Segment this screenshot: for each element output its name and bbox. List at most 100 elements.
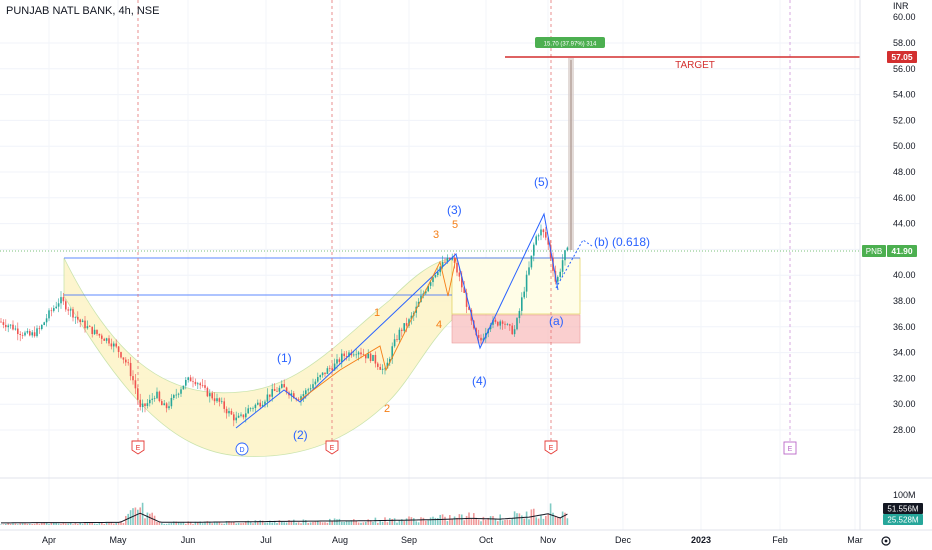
candle-body: [86, 326, 89, 329]
volume-bar: [492, 516, 494, 525]
candle-body: [43, 322, 45, 326]
candle-body: [530, 255, 533, 268]
candle-body: [557, 276, 559, 282]
volume-bar: [122, 522, 125, 525]
volume-bar: [57, 523, 60, 525]
measure-label: 15.70 (37.97%) 314: [544, 42, 597, 48]
candle-body: [398, 329, 401, 340]
candle-body: [367, 353, 369, 359]
volume-bar: [117, 522, 120, 525]
volume-bar: [307, 522, 309, 525]
volume-bar: [379, 520, 381, 525]
volume-bar: [240, 523, 242, 525]
volume-bar: [285, 522, 288, 525]
volume-bar: [463, 520, 465, 525]
volume-bar: [386, 522, 389, 525]
volume-bar: [415, 521, 417, 525]
volume-bar: [482, 516, 485, 525]
candle-body: [338, 359, 341, 362]
target-label: TARGET: [675, 60, 715, 71]
volume-bar: [559, 517, 561, 525]
time-tick-label: Sep: [401, 535, 417, 545]
event-marker-earnings-1[interactable]: E: [131, 440, 145, 455]
candle-body: [165, 403, 168, 409]
settings-gear-icon[interactable]: [881, 536, 891, 546]
volume-bar: [228, 521, 230, 525]
volume-bar: [461, 514, 463, 525]
volume-bar: [105, 521, 108, 525]
price-axis[interactable]: 58.00 56.00 54.00 52.00 50.00 48.00 46.00 44.00…: [893, 38, 916, 435]
volume-bar: [201, 523, 204, 525]
volume-bar: [192, 523, 194, 525]
volume-bar: [221, 523, 223, 525]
volume-bar: [309, 522, 312, 525]
candle-body: [425, 291, 427, 294]
candle-body: [542, 229, 545, 233]
wave-line-blue: [235, 212, 559, 429]
candle-body: [192, 381, 194, 383]
last-price-badge: 41.90: [887, 245, 917, 257]
event-marker-future[interactable]: E: [783, 441, 797, 455]
volume-bar: [225, 521, 228, 525]
volume-bar: [26, 523, 29, 525]
candle-body: [396, 339, 398, 340]
volume-bar: [65, 523, 67, 525]
volume-bar: [473, 513, 475, 525]
volume-bar: [422, 517, 425, 525]
volume-bar: [165, 523, 168, 525]
price-tick-label: 46.00: [893, 193, 916, 203]
volume-bar: [393, 518, 396, 525]
volume-bar: [336, 519, 338, 525]
candle-body: [314, 381, 317, 385]
volume-bar: [211, 523, 213, 525]
candle-body: [410, 315, 413, 320]
time-tick-label: Oct: [479, 535, 494, 545]
candle-body: [81, 320, 84, 323]
svg-text:D: D: [239, 447, 244, 454]
volume-bar: [417, 522, 420, 525]
candle-body: [432, 277, 434, 283]
candle-body: [29, 331, 31, 336]
volume-bar: [72, 524, 74, 525]
candle-body: [117, 346, 120, 353]
volume-bar: [185, 523, 187, 525]
candle-body: [163, 403, 165, 406]
event-marker-earnings-2[interactable]: E: [325, 440, 339, 455]
event-marker-earnings-3[interactable]: E: [544, 440, 558, 455]
event-marker-dividend[interactable]: D: [235, 442, 249, 456]
volume-bar: [276, 523, 278, 525]
candle-body: [309, 388, 312, 390]
candle-body: [170, 397, 173, 407]
candle-body: [525, 274, 528, 292]
price-grid: [0, 42, 860, 431]
candle-body: [137, 388, 139, 400]
time-tick-label: Mar: [847, 535, 863, 545]
candle-body: [206, 387, 209, 397]
volume-bar: [377, 522, 379, 525]
candle-body: [285, 387, 288, 393]
candle-body: [345, 356, 348, 357]
time-axis[interactable]: Apr May Jun Jul Aug Sep Oct Nov Dec 2023 Feb Mar: [42, 535, 863, 545]
volume-bar: [218, 522, 221, 525]
candle-body: [237, 415, 240, 418]
candle-body: [216, 398, 218, 402]
volume-bar: [408, 516, 410, 525]
volume-bar: [96, 523, 98, 525]
candle-body: [497, 321, 499, 326]
candle-body: [384, 368, 386, 370]
candle-body: [252, 408, 254, 409]
candle-body: [393, 339, 396, 347]
candle-body: [113, 343, 115, 347]
cup-pattern-band: [63, 257, 453, 457]
svg-text:PNB: PNB: [866, 247, 882, 256]
svg-text:51.556M: 51.556M: [887, 505, 918, 514]
candle-body: [122, 357, 125, 360]
subwave-label-4: 4: [436, 319, 442, 331]
volume-bar: [331, 520, 333, 525]
candle-body: [254, 404, 257, 409]
time-tick-label: 2023: [691, 535, 711, 545]
volume-bar: [180, 522, 182, 525]
candle-body: [300, 396, 302, 401]
volume-bar: [456, 517, 458, 525]
